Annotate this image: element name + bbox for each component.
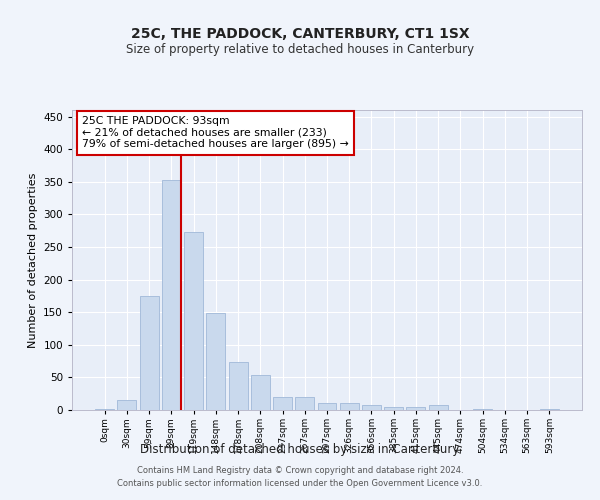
Text: 25C, THE PADDOCK, CANTERBURY, CT1 1SX: 25C, THE PADDOCK, CANTERBURY, CT1 1SX [131, 28, 469, 42]
Text: Distribution of detached houses by size in Canterbury: Distribution of detached houses by size … [140, 442, 460, 456]
Bar [95, 408, 114, 410]
Bar [406, 406, 425, 410]
Y-axis label: Number of detached properties: Number of detached properties [28, 172, 38, 348]
Bar [540, 408, 559, 410]
Bar [162, 180, 181, 410]
Bar [273, 397, 292, 410]
Bar [295, 397, 314, 410]
Bar [340, 404, 359, 410]
Bar [229, 362, 248, 410]
Bar [473, 408, 492, 410]
Bar [140, 296, 158, 410]
Text: Contains HM Land Registry data © Crown copyright and database right 2024.
Contai: Contains HM Land Registry data © Crown c… [118, 466, 482, 487]
Bar [206, 314, 225, 410]
Text: Size of property relative to detached houses in Canterbury: Size of property relative to detached ho… [126, 42, 474, 56]
Bar [384, 406, 403, 410]
Bar [184, 232, 203, 410]
Text: 25C THE PADDOCK: 93sqm
← 21% of detached houses are smaller (233)
79% of semi-de: 25C THE PADDOCK: 93sqm ← 21% of detached… [82, 116, 349, 149]
Bar [362, 406, 381, 410]
Bar [429, 405, 448, 410]
Bar [118, 400, 136, 410]
Bar [317, 404, 337, 410]
Bar [251, 376, 270, 410]
